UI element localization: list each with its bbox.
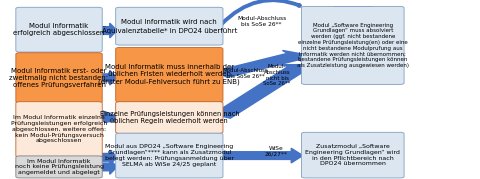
Polygon shape [101, 150, 117, 165]
Polygon shape [222, 148, 303, 163]
Text: Modul-
Abschluss
nicht bis
SoSe 26**: Modul- Abschluss nicht bis SoSe 26** [264, 64, 291, 86]
Text: Modul aus DPO24 „Software Engineering
Grundlagen“**** kann als Zusatzmodul
beleg: Modul aus DPO24 „Software Engineering Gr… [105, 144, 234, 167]
Polygon shape [213, 65, 313, 118]
FancyBboxPatch shape [16, 7, 102, 52]
Text: Modul „Software Engineering
Grundlagen“ muss absolviert
werden (ggf. nicht besta: Modul „Software Engineering Grundlagen“ … [297, 23, 409, 68]
Polygon shape [101, 71, 117, 85]
FancyBboxPatch shape [301, 132, 404, 178]
FancyBboxPatch shape [116, 47, 223, 102]
FancyBboxPatch shape [116, 7, 223, 45]
Text: Einzelne Prüfungsleistungen können nach
üblichen Regeln wiederholt werden: Einzelne Prüfungsleistungen können nach … [99, 111, 239, 124]
Polygon shape [101, 23, 117, 38]
Polygon shape [97, 111, 118, 124]
Polygon shape [101, 160, 117, 174]
FancyBboxPatch shape [116, 133, 223, 178]
Text: Modul Informatik wird nach
Äquivalenztabelle* in DPO24 überführt: Modul Informatik wird nach Äquivalenztab… [102, 19, 237, 34]
FancyArrowPatch shape [221, 0, 300, 25]
Text: WiSe
26/27**: WiSe 26/27** [264, 146, 287, 157]
Text: Modul Informatik
erfolgreich abgeschlossen: Modul Informatik erfolgreich abgeschloss… [13, 23, 105, 36]
Text: Modul Informatik muss innerhalb der
üblichen Fristen wiederholt werden
(dritter : Modul Informatik muss innerhalb der übli… [98, 64, 240, 85]
FancyBboxPatch shape [16, 102, 102, 157]
FancyBboxPatch shape [16, 156, 102, 178]
FancyBboxPatch shape [16, 53, 102, 103]
FancyBboxPatch shape [116, 102, 223, 133]
FancyBboxPatch shape [301, 6, 404, 84]
Text: Im Modul Informatik
noch keine Prüfungsleistung
angemeldet und abgelegt: Im Modul Informatik noch keine Prüfungsl… [14, 159, 104, 175]
Text: Modul-Abschluss
bis SoSe 26**: Modul-Abschluss bis SoSe 26** [223, 68, 269, 79]
Text: Im Modul Informatik einzelne
Prüfungsleistungen erfolgreich
abgeschlossen, weite: Im Modul Informatik einzelne Prüfungslei… [11, 115, 107, 143]
Polygon shape [334, 7, 372, 8]
Text: Modul-Abschluss
bis SoSe 26**: Modul-Abschluss bis SoSe 26** [237, 16, 286, 27]
Text: Zusatzmodul „Software
Engineering Grundlagen“ wird
in den Pflichtbereich nach
DP: Zusatzmodul „Software Engineering Grundl… [305, 144, 400, 166]
Text: Modul Informatik erst- oder
zweitmalig nicht bestanden:
offenes Prüfungsverfahre: Modul Informatik erst- oder zweitmalig n… [10, 68, 108, 88]
Polygon shape [216, 50, 304, 78]
